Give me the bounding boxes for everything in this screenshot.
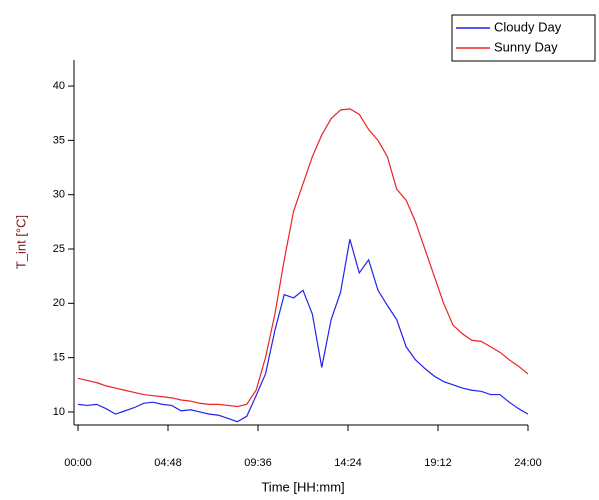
x-tick-label: 24:00 <box>514 457 542 469</box>
x-tick-label: 04:48 <box>154 457 182 469</box>
y-tick-label: 35 <box>53 134 65 146</box>
y-tick-label: 20 <box>53 297 65 309</box>
x-tick-label: 19:12 <box>424 457 452 469</box>
y-axis-title: T_int [°C] <box>13 215 28 269</box>
legend-box <box>451 14 596 62</box>
data-line <box>77 239 529 423</box>
y-tick-label: 30 <box>53 189 65 201</box>
x-tick-label: 00:00 <box>64 457 92 469</box>
x-axis-title: Time [HH:mm] <box>261 479 344 494</box>
legend-label: Cloudy Day <box>494 19 562 34</box>
y-tick-label: 40 <box>53 80 65 92</box>
y-tick-label: 15 <box>53 352 65 364</box>
y-tick-label: 25 <box>53 243 65 255</box>
y-tick-label: 10 <box>53 406 65 418</box>
x-tick-label: 09:36 <box>244 457 272 469</box>
x-tick-label: 14:24 <box>334 457 362 469</box>
data-line <box>77 108 529 408</box>
legend-label: Sunny Day <box>494 39 558 54</box>
